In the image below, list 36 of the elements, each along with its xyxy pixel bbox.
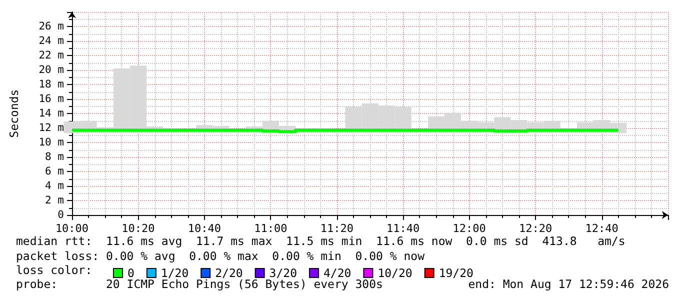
x-tick-label: 11:00 [254, 222, 288, 235]
y-tick-label: 6 m [45, 166, 64, 178]
legend-label: 2/20 [215, 266, 243, 280]
legend-label: 0 [128, 266, 134, 280]
y-tick-label: 26 m [38, 20, 64, 32]
y-tick-label: 0 [58, 209, 64, 221]
legend-label: 10/20 [378, 266, 412, 280]
x-tick-label: 10:20 [122, 222, 155, 235]
x-tick-label: 12:40 [585, 222, 618, 235]
legend-title: loss color: [16, 263, 92, 277]
y-tick-label: 4 m [45, 180, 64, 192]
x-tick-label: 10:40 [188, 222, 222, 235]
y-tick-label: 20 m [38, 64, 64, 76]
x-tick-label: 10:00 [55, 222, 89, 235]
legend-label: 4/20 [324, 266, 352, 280]
y-tick-label: 2 m [45, 194, 64, 206]
y-tick-label: 16 m [38, 93, 64, 105]
x-tick-label: 12:00 [452, 222, 486, 235]
y-tick-label: 8 m [45, 151, 64, 163]
x-tick-label: 11:20 [320, 222, 354, 235]
y-tick-label: 10 m [38, 136, 64, 148]
y-tick-label: 18 m [38, 78, 64, 90]
text: packet loss: 0.00 % avg 0.00 % max 0.00 % min 0.00 % now [16, 249, 425, 263]
y-tick-label: 24 m [38, 35, 64, 47]
x-tick-label: 12:20 [518, 222, 552, 235]
text: median rtt: 11.6 ms avg 11.7 ms max 11.5 ms min 11.6 ms now 0.0 ms sd 413.8 am/s [16, 234, 626, 248]
text: probe: 20 ICMP Echo Pings (56 Bytes) every 300s [16, 277, 383, 291]
x-tick-label: 11:40 [386, 222, 420, 235]
y-tick-label: 14 m [38, 108, 64, 120]
y-tick-label: 12 m [38, 122, 64, 134]
legend-label: 19/20 [438, 266, 474, 280]
legend-label: 3/20 [269, 266, 298, 280]
text: end: Mon Aug 17 12:59:46 2026 [468, 277, 670, 291]
y-axis-title: Seconds [7, 89, 21, 138]
y-tick-label: 22 m [38, 50, 64, 62]
legend-label: 1/20 [160, 266, 189, 280]
